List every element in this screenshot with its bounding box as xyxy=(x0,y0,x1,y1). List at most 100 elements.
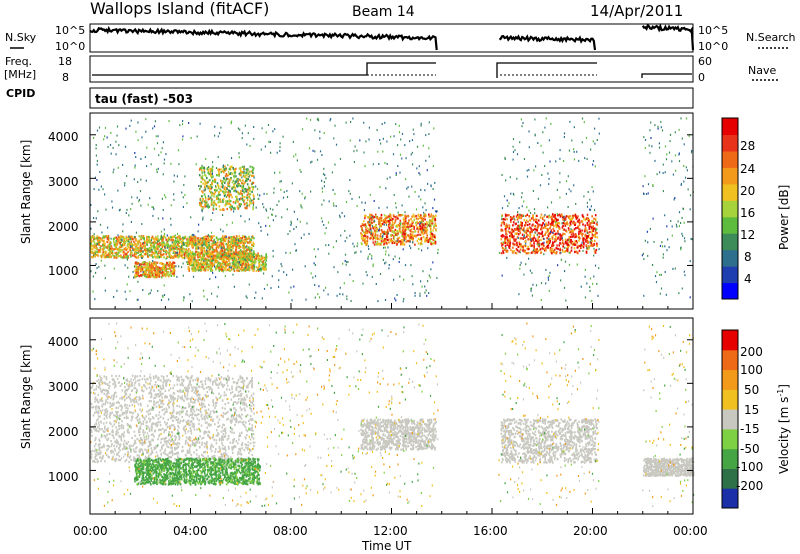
power-cell xyxy=(172,235,174,238)
power-cell xyxy=(520,196,523,199)
power-cell xyxy=(520,243,522,246)
power-cell xyxy=(503,235,505,238)
power-cell xyxy=(245,266,247,269)
power-cell xyxy=(585,250,588,253)
power-cell xyxy=(177,241,180,244)
power-cell xyxy=(206,168,209,171)
power-cell xyxy=(384,219,387,222)
power-cell xyxy=(279,171,281,174)
power-cell xyxy=(140,268,142,271)
power-cell xyxy=(529,235,531,238)
power-cell xyxy=(379,242,382,245)
power-cell xyxy=(425,289,427,292)
power-cell xyxy=(150,237,153,240)
power-cell xyxy=(424,218,426,221)
power-cell xyxy=(554,238,556,241)
power-cell xyxy=(221,242,223,245)
power-cell xyxy=(110,242,112,245)
power-cell xyxy=(194,252,196,255)
power-cell xyxy=(509,233,512,236)
power-cell xyxy=(108,255,111,259)
power-cell xyxy=(523,219,526,222)
power-cell xyxy=(229,206,231,209)
power-cell xyxy=(119,241,121,245)
power-cell xyxy=(178,245,181,248)
power-cell xyxy=(577,235,580,238)
power-cell xyxy=(200,180,202,183)
power-cell xyxy=(371,234,374,237)
power-cell xyxy=(509,248,512,251)
power-cell xyxy=(158,249,161,252)
power-cell xyxy=(115,244,117,247)
power-cell xyxy=(94,251,97,254)
power-cell xyxy=(216,197,218,200)
power-cell xyxy=(223,251,226,254)
power-cell xyxy=(207,238,209,241)
power-cell xyxy=(117,240,120,243)
power-cell xyxy=(254,257,256,260)
power-cell xyxy=(217,156,219,158)
power-cell xyxy=(239,258,241,261)
power-cell xyxy=(206,246,208,249)
power-cell xyxy=(551,252,553,255)
power-cell xyxy=(105,208,107,211)
power-cell xyxy=(563,228,566,231)
power-cell xyxy=(393,232,395,235)
power-cell xyxy=(208,239,211,242)
power-cell xyxy=(567,243,570,247)
power-cell xyxy=(594,231,597,234)
power-cell xyxy=(153,208,155,211)
power-cell xyxy=(558,233,560,236)
power-cell xyxy=(535,220,537,223)
power-cell xyxy=(237,253,239,256)
power-cell xyxy=(193,266,195,269)
power-cell xyxy=(147,249,150,252)
power-cell xyxy=(105,251,108,254)
power-cell xyxy=(430,242,433,246)
power-cell xyxy=(155,273,157,276)
power-cell xyxy=(423,226,425,230)
power-cell xyxy=(205,241,207,244)
power-cell xyxy=(201,177,203,180)
power-cell xyxy=(418,221,421,224)
power-cell xyxy=(243,182,245,185)
power-cell xyxy=(517,211,519,214)
power-cell xyxy=(98,265,100,268)
power-cell xyxy=(95,253,97,256)
power-cell xyxy=(143,252,146,256)
power-cell xyxy=(508,225,511,228)
power-cell xyxy=(93,241,96,244)
power-cell xyxy=(225,253,227,256)
power-cell xyxy=(566,248,569,251)
power-cell xyxy=(413,218,416,221)
power-cell xyxy=(234,255,237,258)
power-cell xyxy=(405,232,407,235)
power-cell xyxy=(98,126,101,129)
power-cell xyxy=(217,261,220,264)
power-cell xyxy=(153,245,155,248)
power-cell xyxy=(228,269,230,272)
power-cell xyxy=(228,195,231,198)
power-cell xyxy=(201,190,203,193)
power-cell xyxy=(379,221,382,224)
power-cell xyxy=(127,243,129,246)
power-cell xyxy=(149,269,152,272)
power-cell xyxy=(199,263,202,266)
power-cell xyxy=(219,253,222,256)
power-cell xyxy=(518,226,520,229)
power-cell xyxy=(241,265,243,268)
power-cell xyxy=(174,234,176,237)
power-cell xyxy=(545,245,548,248)
power-cell xyxy=(541,232,543,235)
power-cell xyxy=(209,167,211,170)
power-cell xyxy=(361,223,364,226)
power-cell xyxy=(250,199,253,202)
power-cell xyxy=(203,186,206,189)
power-cell xyxy=(580,285,582,288)
power-cell xyxy=(525,221,527,224)
power-cell xyxy=(527,238,529,241)
power-cell xyxy=(500,238,503,241)
power-cell xyxy=(197,256,199,259)
power-cell xyxy=(555,247,558,250)
power-cell xyxy=(527,234,530,237)
